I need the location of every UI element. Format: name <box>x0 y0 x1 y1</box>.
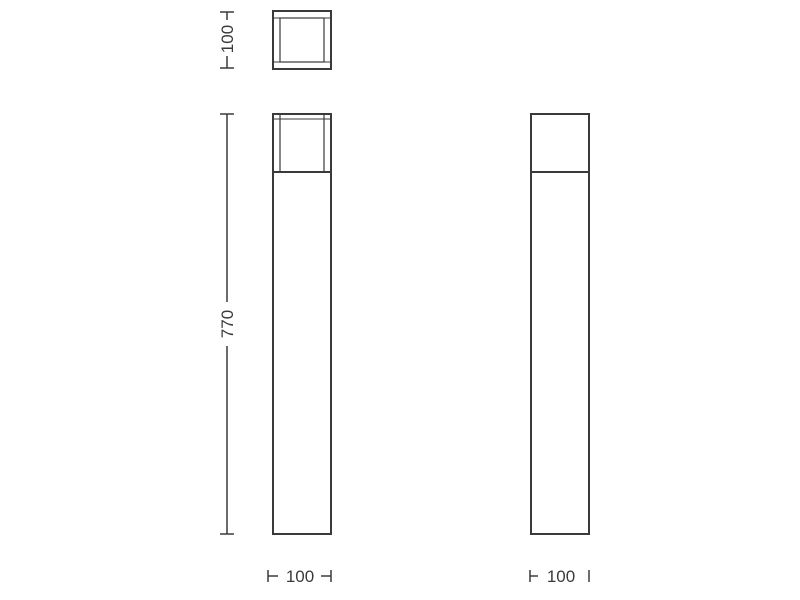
side-view-head <box>530 113 590 173</box>
dimension-overall-height: 770 <box>218 113 237 535</box>
dimension-front-width: 100 <box>267 567 332 586</box>
side-view-post <box>530 171 590 535</box>
dimension-label-front-width: 100 <box>286 567 314 586</box>
dimension-top-depth: 100 <box>218 11 237 69</box>
front-view-post <box>272 171 332 535</box>
top-view-inner <box>279 17 325 63</box>
dimension-side-width: 100 <box>529 567 590 586</box>
side-view <box>530 113 590 535</box>
dimension-label-top-depth: 100 <box>218 25 237 53</box>
front-view-head <box>272 113 332 173</box>
top-view-outer <box>272 10 332 70</box>
dimension-label-side-width: 100 <box>547 567 575 586</box>
dimension-label-overall-height: 770 <box>218 310 237 338</box>
front-view <box>272 113 332 535</box>
top-view <box>272 10 332 70</box>
